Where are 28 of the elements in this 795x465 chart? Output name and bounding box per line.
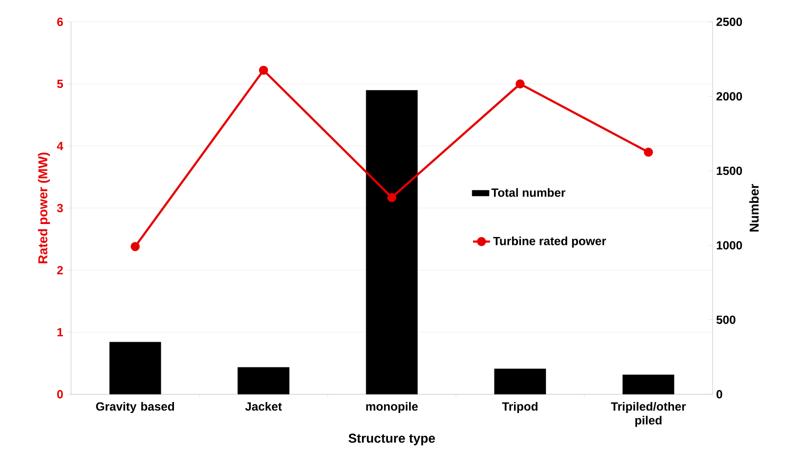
y2-tick-label: 2500 [716,18,742,26]
x-tick-label: Tripiled/other piled [610,402,686,428]
y2-tick-label: 1000 [716,241,742,250]
y-tick-label: 2 [57,266,63,274]
y-tick-label: 0 [57,390,63,399]
y-tick-label: 6 [57,18,63,26]
y2-tick-label: 500 [716,316,736,324]
point [258,66,268,75]
y2-tick-label: 2000 [716,92,742,101]
x-tick-label: Gravity based [96,402,174,414]
legend-label: Total number [491,188,566,197]
x-tick-label: monopile [366,402,418,414]
point [644,148,653,157]
y-tick-label: 5 [57,80,63,88]
y2-axis-title: Number [749,184,759,232]
y2-tick-label: 1500 [716,166,742,176]
y-tick-label: 3 [57,204,63,212]
y-axis-title: Rated power (MW) [38,152,50,264]
x-tick-label: Tripod [502,402,538,414]
y2-tick-label: 0 [716,390,722,399]
legend-label: Turbine rated power [493,236,606,248]
y-tick-label: 1 [57,328,63,336]
point [387,193,396,202]
x-tick-label: Jacket [245,402,282,411]
point [130,242,140,252]
point [516,79,525,89]
y-tick-label: 4 [56,142,64,150]
x-axis-title: Structure type [348,434,435,446]
